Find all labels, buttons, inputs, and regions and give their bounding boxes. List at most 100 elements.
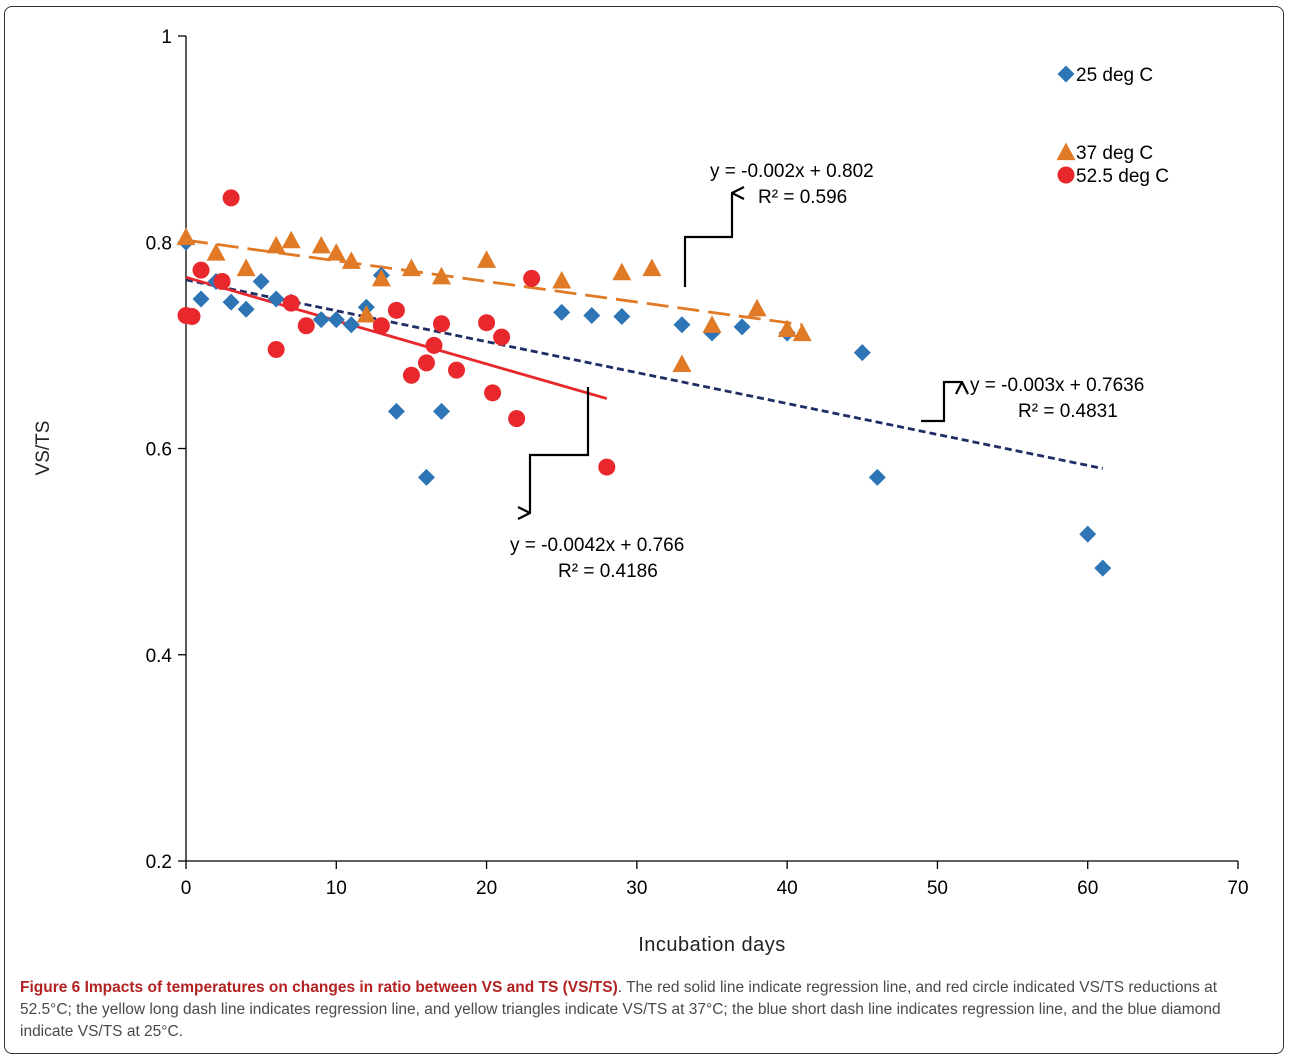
x-axis-label: Incubation days bbox=[638, 934, 786, 956]
data-point-triangle bbox=[371, 268, 391, 287]
data-point-triangle bbox=[777, 319, 797, 337]
data-point-circle bbox=[192, 261, 210, 279]
data-point-circle bbox=[417, 354, 435, 372]
data-point-diamond bbox=[613, 308, 631, 325]
data-point-diamond bbox=[432, 402, 450, 420]
annotation-arrow bbox=[921, 380, 962, 423]
legend-marker-triangle bbox=[1056, 142, 1076, 161]
data-point-diamond bbox=[267, 290, 285, 308]
data-point-triangle bbox=[792, 323, 812, 342]
data-point-triangle bbox=[206, 243, 226, 261]
data-point-diamond bbox=[1079, 525, 1097, 543]
x-tick-label: 40 bbox=[777, 878, 798, 899]
data-point-circle bbox=[508, 410, 526, 428]
data-point-diamond bbox=[733, 318, 751, 336]
caption-text: . The red solid line indicate regression… bbox=[20, 979, 1221, 1040]
data-point-triangle bbox=[702, 315, 722, 333]
data-point-diamond bbox=[853, 344, 871, 362]
caption-label: Figure 6 Impacts of temperatures on chan… bbox=[20, 979, 618, 996]
data-point-diamond bbox=[417, 468, 435, 486]
data-point-diamond bbox=[312, 311, 330, 329]
data-point-circle bbox=[523, 269, 541, 287]
y-tick-label: 0.4 bbox=[146, 646, 173, 667]
data-point-triangle bbox=[236, 258, 256, 277]
data-point-triangle bbox=[642, 258, 662, 277]
data-point-triangle bbox=[612, 262, 632, 281]
annotation-arrow bbox=[683, 193, 732, 287]
data-point-circle bbox=[387, 301, 405, 319]
figure-frame bbox=[4, 6, 1284, 1054]
data-point-triangle bbox=[281, 230, 301, 249]
data-point-diamond bbox=[1094, 559, 1112, 577]
data-point-circle bbox=[222, 189, 240, 207]
annotation-eq37-line2: R² = 0.596 bbox=[758, 187, 847, 208]
data-point-diamond bbox=[342, 316, 360, 334]
data-point-circle bbox=[448, 361, 466, 379]
annotation-eq25-line2: R² = 0.4831 bbox=[1018, 401, 1118, 422]
data-point-diamond bbox=[583, 306, 601, 324]
data-point-triangle bbox=[431, 266, 451, 285]
data-point-triangle bbox=[266, 235, 286, 254]
legend-label: 25 deg C bbox=[1076, 65, 1153, 86]
legend-label: 37 deg C bbox=[1076, 143, 1153, 164]
trendline bbox=[185, 278, 1104, 470]
y-tick-label: 0.2 bbox=[146, 852, 172, 873]
legend-label: 52.5 deg C bbox=[1076, 166, 1169, 187]
data-point-circle bbox=[282, 294, 300, 312]
axes: 0.20.40.60.810 10 20 30 40 50 60 70 bbox=[146, 27, 1249, 899]
data-point-diamond bbox=[387, 402, 405, 420]
data-point-diamond bbox=[237, 300, 255, 318]
data-point-triangle bbox=[356, 304, 376, 323]
data-point-circle bbox=[183, 308, 201, 325]
trendline bbox=[185, 275, 608, 400]
legend-marker-diamond bbox=[1057, 65, 1075, 83]
data-point-circle bbox=[425, 336, 443, 354]
y-axis-label: VS/TS bbox=[33, 421, 54, 476]
data-point-circle bbox=[402, 366, 420, 384]
data-point-circle bbox=[213, 272, 231, 290]
data-point-circle bbox=[484, 384, 502, 402]
data-point-triangle bbox=[477, 250, 497, 268]
annotation-eq52-line2: R² = 0.4186 bbox=[558, 561, 658, 582]
data-point-circle bbox=[267, 341, 285, 358]
data-point-circle bbox=[372, 317, 390, 335]
data-point-circle bbox=[478, 314, 496, 332]
data-point-circle bbox=[598, 458, 616, 476]
y-tick-label: 0.8 bbox=[146, 233, 172, 254]
annotation-arrow bbox=[530, 387, 590, 513]
data-points bbox=[176, 189, 1112, 577]
data-point-triangle bbox=[341, 251, 361, 269]
annotation-eq52-line1: y = -0.0042x + 0.766 bbox=[510, 535, 684, 556]
data-point-diamond bbox=[222, 293, 240, 311]
data-point-diamond bbox=[553, 303, 571, 321]
data-point-triangle bbox=[326, 243, 346, 261]
data-point-triangle bbox=[552, 270, 572, 289]
legend: 25 deg C 37 deg C52.5 deg C bbox=[1056, 65, 1169, 187]
data-point-diamond bbox=[252, 272, 270, 290]
legend-marker-circle bbox=[1057, 166, 1075, 184]
data-point-diamond bbox=[868, 468, 886, 486]
data-point-triangle bbox=[672, 354, 692, 373]
y-tick-label: 0.6 bbox=[146, 440, 172, 461]
trendline bbox=[185, 238, 803, 327]
annotation-eq37-line1: y = -0.002x + 0.802 bbox=[710, 161, 874, 182]
data-point-triangle bbox=[176, 227, 196, 246]
data-point-triangle bbox=[311, 235, 331, 254]
annotation-arrows bbox=[530, 193, 962, 513]
x-tick-label: 60 bbox=[1077, 878, 1098, 899]
y-tick-label: 1 bbox=[161, 27, 172, 48]
x-tick-label: 30 bbox=[626, 878, 647, 899]
x-tick-label: 70 bbox=[1227, 878, 1248, 899]
figure-caption: Figure 6 Impacts of temperatures on chan… bbox=[20, 977, 1270, 1043]
trendlines bbox=[185, 238, 1104, 470]
scatter-chart: 0.20.40.60.810 10 20 30 40 50 60 70 25 deg C37 … bbox=[33, 27, 1249, 956]
data-point-diamond bbox=[192, 290, 210, 308]
data-point-triangle bbox=[747, 298, 767, 317]
x-tick-label: 20 bbox=[476, 878, 497, 899]
x-tick-label: 10 bbox=[326, 878, 347, 899]
data-point-diamond bbox=[673, 316, 691, 334]
data-point-diamond bbox=[327, 311, 345, 329]
data-point-circle bbox=[297, 317, 315, 335]
data-point-circle bbox=[493, 328, 511, 346]
data-point-circle bbox=[432, 315, 450, 333]
